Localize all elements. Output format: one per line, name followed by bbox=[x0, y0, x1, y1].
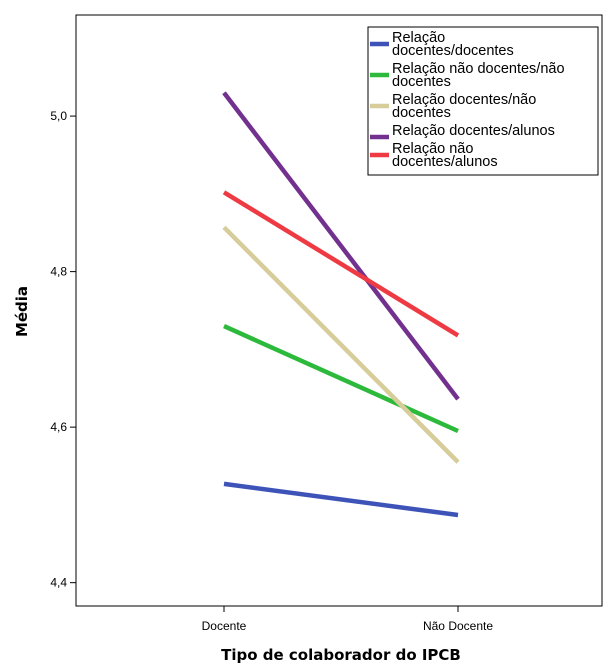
legend-label: docentes bbox=[392, 105, 451, 121]
x-axis: Docente Não Docente bbox=[202, 606, 493, 633]
series-line bbox=[222, 190, 460, 338]
x-tick-label: Não Docente bbox=[423, 619, 493, 633]
y-axis-title: Média bbox=[13, 286, 31, 337]
legend-label: Relação não bbox=[392, 141, 473, 157]
legend-label: Relação não docentes/não bbox=[392, 61, 565, 77]
y-axis: 4,4 4,6 4,8 5,0 bbox=[50, 109, 76, 590]
series-lines bbox=[222, 91, 460, 518]
y-tick-label: 4,8 bbox=[50, 265, 67, 279]
plot-area bbox=[75, 14, 603, 607]
legend-label: Relação bbox=[392, 30, 445, 46]
legend-label: docentes bbox=[392, 74, 451, 90]
legend-label: docentes/docentes bbox=[392, 43, 514, 59]
y-tick-label: 5,0 bbox=[50, 109, 67, 123]
legend-label: Relação docentes/não bbox=[392, 92, 536, 108]
x-tick-label: Docente bbox=[202, 619, 247, 633]
series-line bbox=[222, 91, 460, 401]
y-tick-label: 4,6 bbox=[50, 420, 67, 434]
legend-label: Relação docentes/alunos bbox=[392, 123, 555, 139]
series-line bbox=[223, 324, 459, 434]
x-axis-title: Tipo de colaborador do IPCB bbox=[221, 646, 461, 664]
series-line bbox=[223, 481, 459, 518]
legend-box bbox=[367, 26, 599, 176]
legend-entry: Relação docentes/alunos bbox=[370, 123, 555, 140]
y-tick-label: 4,4 bbox=[50, 576, 67, 590]
series-line bbox=[222, 225, 460, 464]
legend-label: docentes/alunos bbox=[392, 154, 498, 170]
